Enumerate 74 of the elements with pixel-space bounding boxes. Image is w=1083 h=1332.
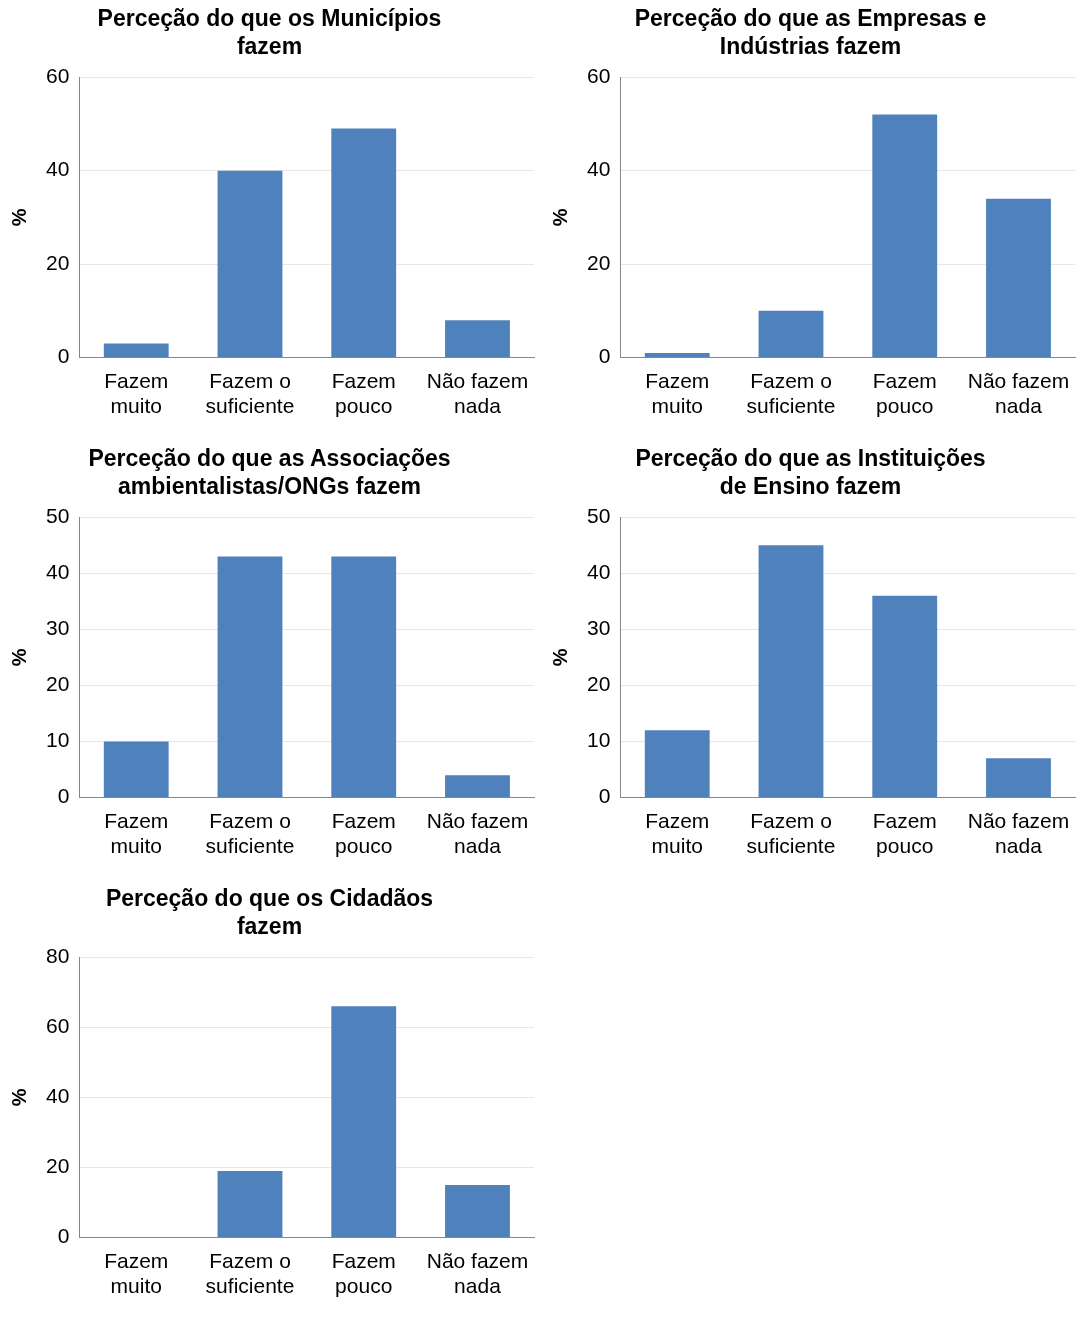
y-axis-title: % (548, 208, 571, 227)
bar (217, 556, 283, 798)
y-tick-label: 80 (46, 944, 70, 967)
y-tick-label: 60 (46, 64, 70, 87)
x-tick-label: Fazem pouco (331, 809, 396, 858)
y-tick-label: 0 (57, 344, 70, 368)
y-tick-label: 10 (587, 728, 611, 752)
x-tick-label: Fazem pouco (331, 1249, 396, 1298)
bar (644, 352, 710, 358)
x-tick-label: Fazem pouco (872, 809, 937, 858)
x-tick-label: Fazem pouco (331, 369, 396, 418)
y-tick-label: 60 (46, 1014, 70, 1038)
y-tick-label: 20 (46, 250, 70, 274)
y-tick-label: 50 (46, 504, 70, 527)
y-tick-label: 0 (598, 784, 611, 808)
x-tick-label: Fazem muito (104, 369, 169, 418)
y-tick-label: 30 (46, 616, 70, 640)
bar (644, 730, 710, 798)
chart-title: Perceção do que as Associações ambientalistas/ONGs fazem (88, 445, 451, 499)
bar (217, 170, 283, 358)
chart-title: Perceção do que os Cidadãos fazem (105, 885, 434, 939)
y-tick-label: 40 (587, 157, 611, 181)
bar (758, 545, 824, 798)
chart-title: Perceção do que as Instituições de Ensino fazem (635, 445, 986, 499)
bar (445, 775, 510, 798)
bar (445, 1185, 510, 1238)
y-tick-label: 20 (587, 250, 611, 274)
x-tick-label: Não fazem nada (426, 809, 529, 858)
x-tick-label: Fazem muito (645, 369, 710, 418)
bar (103, 741, 169, 798)
y-tick-label: 40 (46, 560, 70, 584)
x-tick-label: Fazem muito (645, 809, 710, 858)
bar (986, 198, 1051, 358)
x-tick-label: Não fazem nada (426, 1249, 529, 1298)
bar (872, 114, 938, 358)
x-tick-label: Não fazem nada (426, 369, 529, 418)
bar (331, 556, 397, 798)
y-tick-label: 0 (57, 1224, 70, 1248)
x-tick-label: Fazem o suficiente (205, 1249, 295, 1298)
y-tick-label: 60 (587, 64, 611, 87)
x-tick-label: Fazem o suficiente (205, 369, 295, 418)
y-tick-label: 20 (46, 1154, 70, 1178)
y-tick-label: 50 (587, 504, 611, 527)
y-axis-title: % (7, 208, 30, 227)
y-tick-label: 0 (598, 344, 611, 368)
bar (758, 310, 824, 358)
y-tick-label: 40 (587, 560, 611, 584)
y-tick-label: 20 (587, 672, 611, 696)
y-axis-title: % (7, 648, 30, 667)
x-tick-label: Fazem pouco (872, 369, 937, 418)
chart-title: Perceção do que os Municípios fazem (97, 5, 442, 59)
chart-title: Perceção do que as Empresas e Indústrias fazem (634, 5, 987, 59)
bar (217, 1171, 283, 1238)
bar (872, 595, 938, 798)
y-axis-title: % (7, 1088, 30, 1107)
x-tick-label: Fazem o suficiente (746, 369, 836, 418)
bar (331, 128, 397, 358)
bar (331, 1006, 397, 1238)
y-tick-label: 20 (46, 672, 70, 696)
bar (986, 758, 1051, 798)
x-tick-label: Fazem o suficiente (205, 809, 295, 858)
x-tick-label: Não fazem nada (967, 809, 1070, 858)
x-tick-label: Fazem o suficiente (746, 809, 836, 858)
y-tick-label: 10 (46, 728, 70, 752)
x-tick-label: Não fazem nada (967, 369, 1070, 418)
x-tick-label: Fazem muito (104, 1249, 169, 1298)
bar (103, 343, 169, 358)
x-tick-label: Fazem muito (104, 809, 169, 858)
y-tick-label: 0 (57, 784, 70, 808)
bar (445, 320, 510, 358)
y-tick-label: 40 (46, 157, 70, 181)
y-tick-label: 40 (46, 1084, 70, 1108)
y-axis-title: % (548, 648, 571, 667)
y-tick-label: 30 (587, 616, 611, 640)
